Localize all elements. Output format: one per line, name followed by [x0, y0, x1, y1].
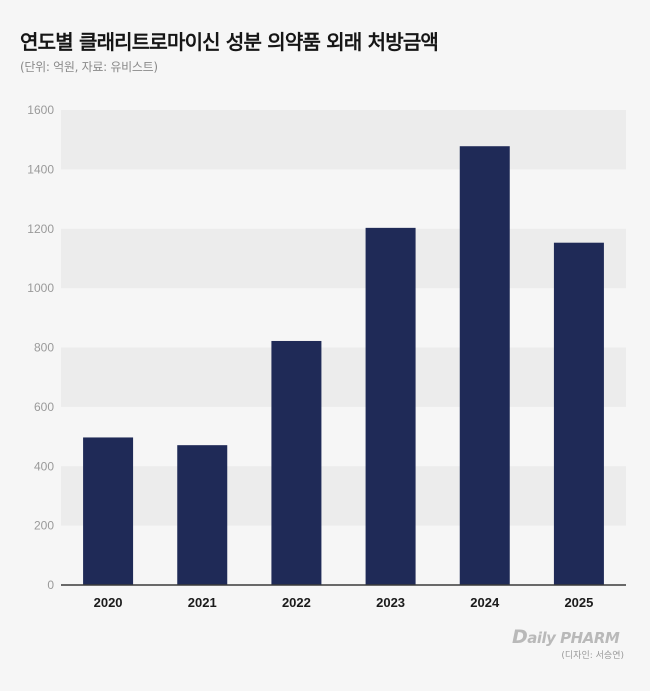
y-tick-label: 800 — [34, 341, 54, 355]
grid-band — [61, 110, 626, 170]
x-tick-label: 2022 — [282, 595, 311, 610]
bar — [83, 437, 134, 585]
x-tick-label: 2023 — [376, 595, 405, 610]
x-tick-label: 2021 — [188, 595, 217, 610]
y-tick-label: 200 — [34, 519, 54, 533]
chart-subtitle: (단위: 억원, 자료: 유비스트) — [20, 60, 158, 74]
bar — [553, 242, 604, 585]
chart-title: 연도별 클래리트로마이신 성분 의약품 외래 처방금액 — [20, 30, 439, 54]
y-tick-label: 1400 — [27, 162, 54, 176]
y-tick-label: 400 — [34, 459, 54, 473]
grid-band — [61, 347, 626, 407]
y-tick-label: 0 — [47, 578, 54, 592]
grid-band — [61, 466, 626, 526]
bar — [365, 227, 416, 585]
bar — [271, 340, 322, 585]
design-credit: (디자인: 서승연) — [561, 651, 624, 661]
y-tick-label: 600 — [34, 400, 54, 414]
x-tick-label: 2025 — [564, 595, 593, 610]
grid-band — [61, 228, 626, 289]
y-tick-label: 1000 — [27, 281, 54, 295]
y-tick-label: 1600 — [27, 103, 54, 117]
bar — [177, 445, 228, 585]
dailypharm-logo: Daily PHARM — [512, 626, 620, 648]
bar — [459, 146, 510, 585]
y-tick-label: 1200 — [27, 222, 54, 236]
x-tick-label: 2020 — [94, 595, 123, 610]
x-tick-label: 2024 — [470, 595, 500, 610]
